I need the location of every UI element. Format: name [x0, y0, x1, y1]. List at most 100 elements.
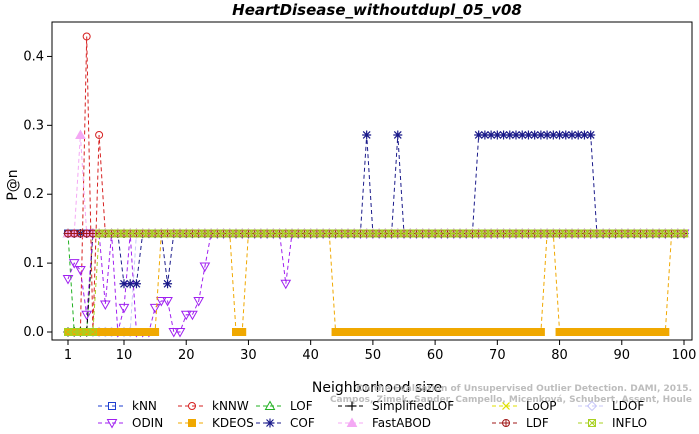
x-tick-label: 90: [614, 348, 631, 363]
y-tick-label: 0.4: [23, 49, 44, 64]
data-point-cof: [586, 130, 596, 140]
data-point-odin: [168, 328, 180, 338]
data-point-cof: [163, 279, 173, 289]
data-point-cof: [393, 130, 403, 140]
legend-marker-ldf: [502, 419, 510, 427]
data-point-inflo: [88, 328, 97, 336]
y-tick-label: 0.1: [23, 256, 44, 271]
x-axis: 1 10 20 30 40 50 60 70 80 90 100: [64, 340, 697, 363]
legend-label: INFLO: [612, 416, 647, 430]
legend-label: ODIN: [132, 416, 163, 430]
legend-item-odin: ODIN: [98, 416, 163, 430]
data-point-cof: [548, 130, 558, 140]
legend-marker-loop: [502, 402, 510, 410]
data-point-cof: [492, 130, 502, 140]
series-line-ldof: [92, 233, 684, 333]
data-point-cof: [505, 130, 515, 140]
data-point-odin: [118, 303, 130, 314]
plot-border: [51, 21, 693, 341]
legend-marker-cof: [265, 418, 275, 428]
legend-label: FastABOD: [372, 416, 431, 430]
legend-label: kNNW: [212, 399, 249, 413]
legend: kNN kNNW LOF SimplifiedLOF LoOP LDOF ODIN KDEOS…: [98, 399, 647, 430]
legend-item-ldof: LDOF: [578, 399, 644, 413]
legend-marker-odin: [106, 419, 118, 429]
legend-marker-simplifiedlof: [347, 401, 357, 411]
data-point-cof: [561, 130, 571, 140]
legend-item-knn: kNN: [98, 399, 157, 413]
data-point-cof: [131, 279, 141, 289]
data-point-kdeos: [151, 328, 160, 336]
legend-item-loop: LoOP: [492, 399, 557, 413]
legend-marker-kdeos: [188, 419, 196, 427]
data-point-odin: [62, 274, 74, 285]
data-point-odin: [174, 328, 186, 338]
legend-marker-inflo: [588, 419, 596, 427]
legend-marker-ldof: [586, 400, 598, 412]
data-point-odin: [193, 297, 205, 307]
legend-marker-knn: [108, 402, 116, 410]
data-point-odin: [99, 300, 111, 310]
data-point-cof: [555, 130, 565, 140]
legend-marker-knnw: [188, 402, 196, 410]
x-tick-label: 60: [427, 348, 444, 363]
legend-item-knnw: kNNW: [178, 399, 249, 413]
data-point-odin: [68, 259, 80, 269]
legend-label: COF: [290, 416, 315, 430]
data-point-cof: [480, 130, 490, 140]
watermark-line-2: On the Evaluation of Unsupervised Outlie…: [357, 384, 692, 394]
data-point-cof: [542, 130, 552, 140]
x-tick-label: 10: [116, 348, 133, 363]
series-lof: [62, 227, 690, 336]
data-point-kdeos: [536, 328, 545, 336]
data-point-inflo: [680, 229, 688, 238]
data-point-cof: [517, 130, 527, 140]
data-point-odin: [149, 303, 161, 314]
legend-item-ldf: LDF: [492, 416, 549, 430]
legend-item-cof: COF: [256, 416, 315, 430]
data-point-cof: [125, 279, 135, 289]
x-tick-label: 20: [178, 348, 195, 363]
data-point-cof: [567, 130, 577, 140]
legend-item-simplifiedlof: SimplifiedLOF: [338, 399, 454, 413]
data-point-odin: [199, 262, 211, 273]
series-odin: [62, 229, 690, 338]
plot-frame: [51, 21, 693, 341]
x-tick-label: 1: [64, 348, 72, 363]
y-tick-label: 0.3: [23, 118, 44, 133]
legend-label: SimplifiedLOF: [372, 399, 454, 413]
series-fastabod: [62, 129, 690, 238]
series-kdeos: [64, 229, 688, 336]
y-tick-label: 0.2: [23, 187, 44, 202]
legend-item-kdeos: KDEOS: [178, 416, 254, 430]
x-tick-label: 40: [302, 348, 319, 363]
x-tick-label: 30: [240, 348, 257, 363]
data-point-odin: [180, 310, 192, 321]
legend-item-fastabod: FastABOD: [338, 416, 431, 430]
legend-label: LOF: [290, 399, 313, 413]
y-axis: 0.0 0.1 0.2 0.3 0.4: [23, 49, 52, 340]
data-point-kdeos: [661, 328, 670, 336]
watermark: On the Evaluation of Unsupervised Outlie…: [330, 384, 692, 405]
legend-marker-fastabod: [346, 417, 358, 427]
data-point-cof: [579, 130, 589, 140]
data-point-cof: [573, 130, 583, 140]
data-point-odin: [81, 310, 93, 321]
x-tick-label: 80: [551, 348, 568, 363]
watermark-line-1: Campos, Zimek, Sander, Campello, Micenko…: [330, 395, 692, 405]
data-point-knnw: [82, 32, 91, 41]
series-line-kdeos: [68, 233, 684, 333]
x-tick-label: 100: [672, 348, 697, 363]
legend-label: kNN: [132, 399, 157, 413]
legend-label: LDF: [526, 416, 549, 430]
data-point-cof: [536, 130, 546, 140]
series-inflo: [64, 229, 688, 336]
legend-label: LDOF: [612, 399, 644, 413]
data-point-cof: [523, 130, 533, 140]
data-point-odin: [75, 266, 86, 276]
data-point-cof: [474, 130, 484, 140]
data-point-odin: [280, 279, 292, 290]
series-line-cof: [68, 134, 684, 285]
legend-label: KDEOS: [212, 416, 254, 430]
